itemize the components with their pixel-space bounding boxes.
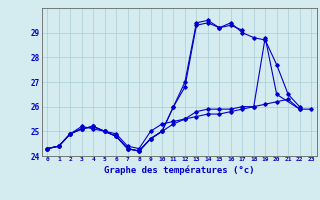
X-axis label: Graphe des températures (°c): Graphe des températures (°c) — [104, 165, 254, 175]
